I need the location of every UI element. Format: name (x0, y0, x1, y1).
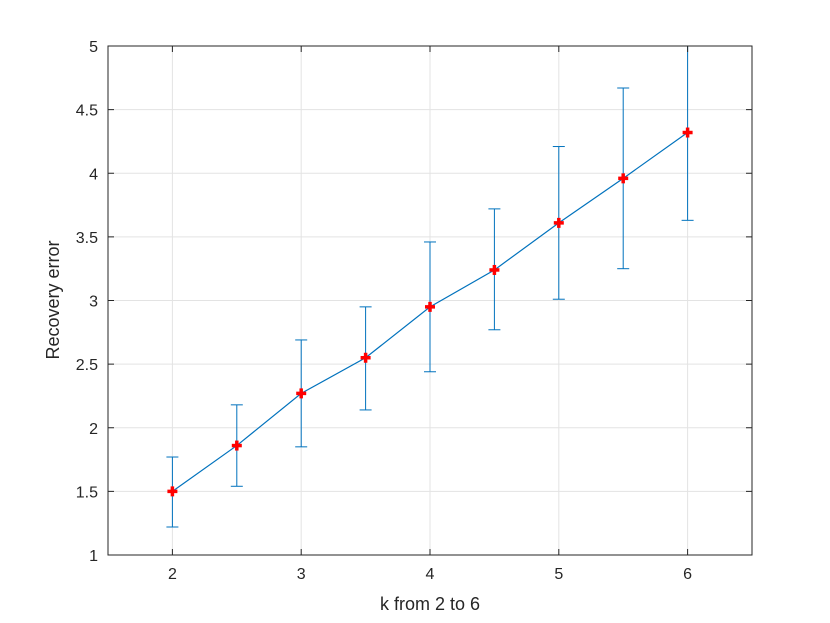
data-point (489, 264, 500, 275)
data-point (553, 217, 564, 228)
x-tick-label: 6 (683, 566, 692, 583)
tick-labels: 2 3 4 5 6 1 1.5 2 2.5 3 3.5 4 4.5 5 (76, 39, 692, 583)
axes (107, 45, 753, 556)
data-series (166, 45, 694, 528)
data-point (296, 388, 307, 399)
y-tick-label: 4.5 (76, 103, 98, 120)
data-point (425, 301, 435, 312)
x-tick-label: 5 (554, 566, 563, 583)
data-point (682, 127, 693, 138)
x-tick-label: 3 (297, 566, 306, 583)
y-tick-label: 5 (89, 39, 98, 56)
x-tick-label: 2 (168, 566, 177, 583)
data-point (231, 440, 242, 451)
data-point (618, 173, 629, 184)
y-tick-label: 2 (89, 421, 98, 438)
y-axis-label: Recovery error (43, 240, 63, 359)
y-tick-label: 2.5 (76, 357, 98, 374)
y-tick-label: 4 (89, 166, 98, 183)
x-axis-label: k from 2 to 6 (380, 594, 480, 614)
y-tick-label: 3.5 (76, 230, 98, 247)
y-tick-label: 1.5 (76, 484, 98, 501)
y-tick-label: 3 (89, 294, 98, 311)
data-point (360, 352, 371, 363)
x-tick-label: 4 (426, 566, 435, 583)
data-point (167, 486, 178, 497)
y-tick-label: 1 (89, 548, 98, 565)
